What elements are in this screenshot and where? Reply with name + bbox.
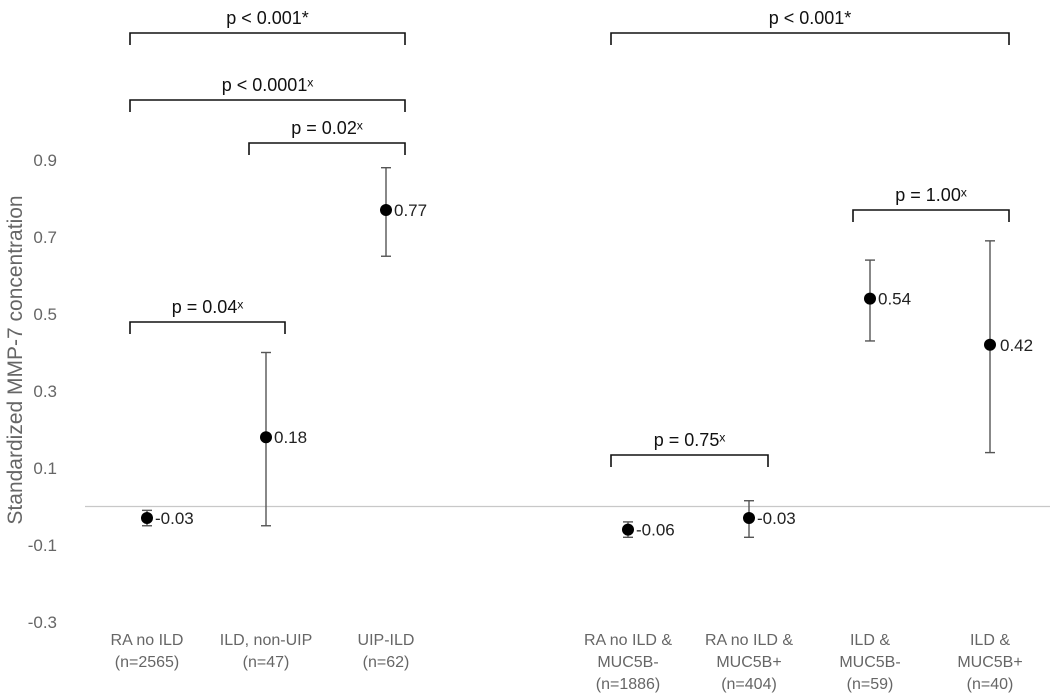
- p-value-label: p < 0.001*: [769, 8, 852, 28]
- y-tick-label: 0.7: [33, 228, 57, 247]
- data-label: 0.54: [878, 290, 911, 309]
- data-label: 0.18: [274, 428, 307, 447]
- category-label: (n=47): [243, 654, 290, 671]
- category-label: (n=62): [363, 654, 410, 671]
- category-label: MUC5B-: [597, 654, 658, 671]
- significance-bracket: p < 0.001*: [129, 8, 406, 45]
- category-label: ILD &: [850, 632, 890, 649]
- significance-bracket: p = 1.00ˣ: [852, 185, 1010, 222]
- y-tick-label: 0.3: [33, 382, 57, 401]
- data-label: -0.06: [636, 521, 675, 540]
- significance-bracket: p = 0.04ˣ: [129, 297, 286, 334]
- significance-bracket: p = 0.02ˣ: [248, 118, 406, 155]
- y-tick-label: 0.5: [33, 305, 57, 324]
- p-value-label: p < 0.0001ˣ: [222, 75, 314, 95]
- category-label: MUC5B+: [957, 654, 1022, 671]
- category-label: RA no ILD &: [705, 632, 793, 649]
- significance-bracket: p < 0.0001ˣ: [129, 75, 406, 112]
- p-value-label: p = 0.04ˣ: [172, 297, 244, 317]
- data-label: 0.42: [1000, 336, 1033, 355]
- category-label: (n=2565): [115, 654, 180, 671]
- data-label: 0.77: [394, 201, 427, 220]
- p-value-label: p = 0.02ˣ: [291, 118, 363, 138]
- category-label: (n=40): [967, 676, 1014, 693]
- y-tick-label: 0.1: [33, 459, 57, 478]
- data-point: [622, 523, 634, 536]
- category-label: (n=404): [721, 676, 777, 693]
- category-label: (n=1886): [596, 676, 661, 693]
- data-point: [743, 512, 755, 525]
- data-point: [260, 431, 272, 444]
- category-label: RA no ILD: [111, 632, 184, 649]
- bracket-line: [610, 32, 1010, 45]
- significance-bracket: p = 0.75ˣ: [610, 430, 769, 467]
- y-axis-label: Standardized MMP-7 concentration: [4, 195, 27, 524]
- bracket-line: [610, 454, 769, 467]
- bracket-line: [129, 321, 286, 334]
- bracket-line: [852, 209, 1010, 222]
- data-point: [864, 292, 876, 305]
- data-label: -0.03: [155, 509, 194, 528]
- bracket-line: [129, 32, 406, 45]
- data-point: [984, 338, 996, 351]
- bracket-line: [248, 142, 406, 155]
- p-value-label: p < 0.001*: [226, 8, 309, 28]
- data-label: -0.03: [757, 509, 796, 528]
- category-label: MUC5B-: [839, 654, 900, 671]
- category-label: ILD &: [970, 632, 1010, 649]
- category-label: ILD, non-UIP: [220, 632, 312, 649]
- category-label: UIP-ILD: [358, 632, 415, 649]
- category-label: (n=59): [847, 676, 894, 693]
- category-label: RA no ILD &: [584, 632, 672, 649]
- y-tick-label: -0.1: [28, 536, 57, 555]
- data-point: [380, 204, 392, 217]
- y-tick-label: -0.3: [28, 613, 57, 632]
- bracket-line: [129, 99, 406, 112]
- p-value-label: p = 1.00ˣ: [895, 185, 967, 205]
- p-value-label: p = 0.75ˣ: [654, 430, 726, 450]
- category-label: MUC5B+: [716, 654, 781, 671]
- data-point: [141, 512, 153, 525]
- y-tick-label: 0.9: [33, 151, 57, 170]
- significance-bracket: p < 0.001*: [610, 8, 1010, 45]
